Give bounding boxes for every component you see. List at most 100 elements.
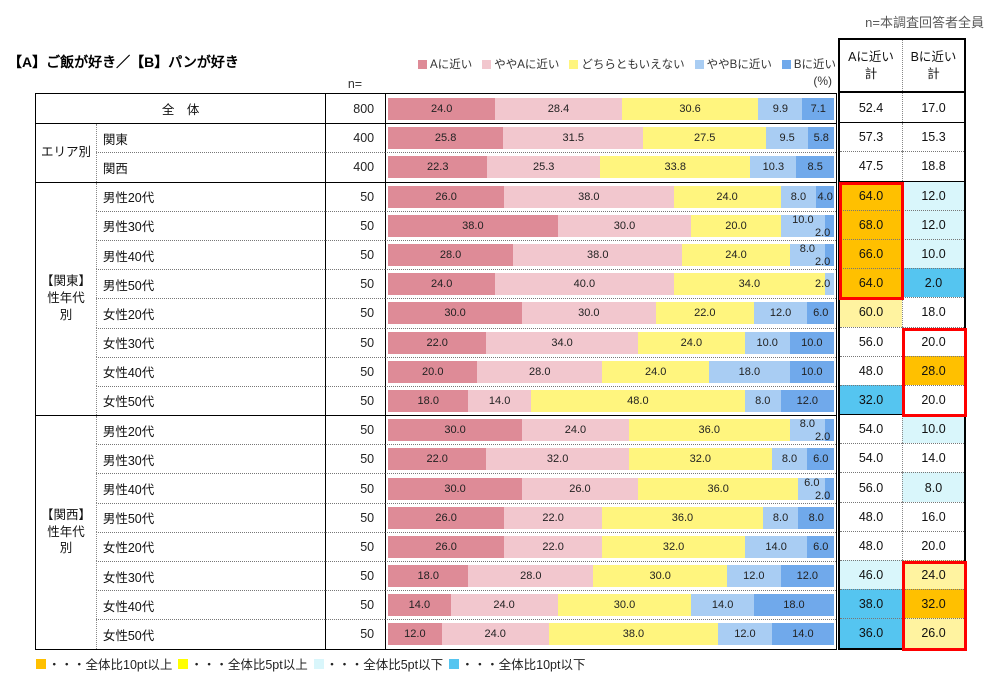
bar-value-label: 8.0 xyxy=(781,453,798,466)
bar-value-label: 24.0 xyxy=(645,365,667,378)
b-total-cell: 18.0 xyxy=(902,297,964,327)
bar-segment: 5.8 xyxy=(808,127,835,150)
bar-value-label: 24.0 xyxy=(493,599,515,612)
bar-segment: 20.0 xyxy=(691,214,781,237)
bar-value-label: 12.0 xyxy=(796,570,819,583)
bar-value-label: 32.0 xyxy=(689,453,712,466)
bar-segment: 38.0 xyxy=(504,185,674,208)
bar-segment: 30.0 xyxy=(388,419,522,442)
bar-segment: 25.3 xyxy=(487,156,601,179)
bar-segment: 30.0 xyxy=(557,214,692,237)
bar-segment: 32.0 xyxy=(486,448,629,471)
bar-segment: 10.3 xyxy=(750,156,797,179)
threshold-label: ・・・全体比5pt以下 xyxy=(325,658,444,672)
bar-value-label: 27.5 xyxy=(694,132,716,145)
bar-segment: 26.0 xyxy=(388,185,505,208)
bar-segment: 14.0 xyxy=(771,623,835,646)
bar-segment: 26.0 xyxy=(521,477,638,500)
bar-value-label: 9.5 xyxy=(779,132,795,145)
table-row: 男性50代 50 24.0 40.0 34.0 2.0 xyxy=(36,269,836,299)
threshold-label: ・・・全体比10pt以下 xyxy=(461,658,586,672)
n-value: 50 xyxy=(325,619,386,649)
bar-segment: 14.0 xyxy=(388,594,451,617)
bar-value-label: 33.8 xyxy=(664,161,686,174)
bar-value-label: 22.0 xyxy=(542,540,564,553)
bar-segment: 22.0 xyxy=(388,448,487,471)
bar-value-label: 7.1 xyxy=(810,102,826,115)
bar-cell: 26.0 22.0 32.0 14.0 6.0 xyxy=(385,531,836,561)
bar-value-label: 10.3 xyxy=(762,161,785,174)
bar-value-label: 36.0 xyxy=(698,424,720,437)
stacked-bar: 28.0 38.0 24.0 8.0 2.0 xyxy=(388,243,835,268)
bar-segment: 18.0 xyxy=(388,389,469,412)
bar-segment: 2.0 xyxy=(815,244,835,268)
summary-row: 57.3 15.3 xyxy=(840,122,964,152)
bar-value-label: 10.0 xyxy=(792,213,814,226)
bar-value-label: 48.0 xyxy=(627,394,649,407)
bar-segment: 32.0 xyxy=(602,535,745,558)
bar-cell: 30.0 26.0 36.0 6.0 2.0 xyxy=(385,473,836,503)
bar-segment: 28.4 xyxy=(495,97,622,120)
category-label: 男性50代 xyxy=(95,502,326,532)
bar-segment: 20.0 xyxy=(388,360,478,383)
b-total-cell: 20.0 xyxy=(902,530,964,560)
category-label: 男性30代 xyxy=(95,444,326,474)
bar-segment: 6.0 xyxy=(807,535,835,558)
a-total-cell: 47.5 xyxy=(840,151,902,181)
bar-value-label: 22.0 xyxy=(542,511,564,524)
bar-value-label: 18.0 xyxy=(783,599,805,612)
bar-value-label: 22.3 xyxy=(427,161,449,174)
bar-value-label: 30.0 xyxy=(578,307,600,320)
bar-segment: 26.0 xyxy=(388,535,505,558)
n-value: 50 xyxy=(325,473,386,503)
threshold-legend-item: ・・・全体比5pt以下 xyxy=(313,654,444,673)
bar-value-label: 8.0 xyxy=(755,394,771,407)
bar-segment: 30.0 xyxy=(557,594,692,617)
a-total-cell: 48.0 xyxy=(840,501,902,531)
n-value: 50 xyxy=(325,298,386,328)
bar-segment: 22.0 xyxy=(504,506,603,529)
bar-value-label: 24.0 xyxy=(564,424,587,437)
b-total-cell: 32.0 xyxy=(902,589,964,619)
table-row: 関東 400 25.8 31.5 27.5 9.5 5.8 xyxy=(36,123,836,153)
category-label: 女性20代 xyxy=(95,298,326,328)
bar-segment: 18.0 xyxy=(709,360,790,383)
stacked-bar: 30.0 30.0 22.0 12.0 6.0 xyxy=(388,302,835,325)
bar-value-label: 28.0 xyxy=(520,570,542,583)
threshold-label: ・・・全体比10pt以上 xyxy=(48,658,173,672)
bar-cell: 18.0 28.0 30.0 12.0 12.0 xyxy=(385,561,836,591)
bar-cell: 26.0 38.0 24.0 8.0 4.0 xyxy=(385,182,836,211)
summary-row: 64.0 2.0 xyxy=(840,268,964,298)
b-total-cell: 12.0 xyxy=(902,181,964,210)
bar-segment: 12.0 xyxy=(780,389,835,412)
bar-segment: 14.0 xyxy=(691,594,754,617)
bar-value-label: 26.0 xyxy=(569,482,591,495)
a-total-cell: 38.0 xyxy=(840,589,902,619)
stacked-bar: 26.0 38.0 24.0 8.0 4.0 xyxy=(388,185,835,208)
bar-cell: 26.0 22.0 36.0 8.0 8.0 xyxy=(385,502,836,532)
bar-segment: 8.0 xyxy=(798,506,835,529)
stacked-bar: 25.8 31.5 27.5 9.5 5.8 xyxy=(388,127,835,150)
n-value: 50 xyxy=(325,531,386,561)
category-label: 男性20代 xyxy=(95,182,325,211)
bar-segment: 31.5 xyxy=(503,127,644,150)
n-value: 50 xyxy=(325,385,386,416)
bar-segment: 14.0 xyxy=(468,389,531,412)
bar-value-label: 31.5 xyxy=(562,132,584,145)
threshold-legend: ・・・全体比10pt以上 ・・・全体比5pt以上 ・・・全体比5pt以下 ・・・全体比… xyxy=(36,654,585,673)
b-total-cell: 12.0 xyxy=(902,209,964,239)
bar-value-label: 28.0 xyxy=(439,249,462,262)
bar-cell: 18.0 14.0 48.0 8.0 12.0 xyxy=(385,385,836,416)
bar-value-label: 24.0 xyxy=(430,278,453,291)
bar-cell: 30.0 30.0 22.0 12.0 6.0 xyxy=(385,298,836,328)
b-total-cell: 28.0 xyxy=(902,355,964,385)
bar-segment: 8.0 xyxy=(771,448,808,471)
bar-value-label: 32.0 xyxy=(662,540,685,553)
summary-header-a-line1: Aに近い xyxy=(848,49,894,64)
bar-value-label: 20.0 xyxy=(725,219,747,232)
bar-value-label: 8.0 xyxy=(799,243,815,256)
bar-value-label: 10.0 xyxy=(801,365,823,378)
a-total-cell: 48.0 xyxy=(840,355,902,385)
bar-value-label: 30.0 xyxy=(444,482,466,495)
category-label: 男性50代 xyxy=(95,269,326,299)
